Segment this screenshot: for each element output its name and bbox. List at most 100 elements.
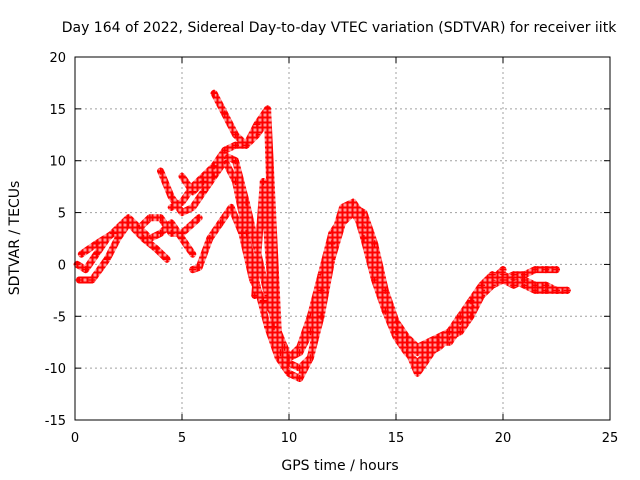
- data-point: [274, 354, 282, 362]
- data-point: [488, 271, 496, 279]
- data-point: [232, 157, 239, 165]
- data-point: [167, 229, 175, 237]
- data-point: [232, 131, 239, 139]
- data-point: [157, 229, 165, 237]
- data-point: [403, 349, 411, 357]
- x-tick-label: 5: [178, 431, 186, 446]
- data-point: [82, 266, 90, 274]
- data-point: [210, 162, 218, 170]
- x-tick-label: 15: [388, 431, 405, 446]
- data-point: [264, 105, 272, 113]
- data-point: [189, 266, 197, 274]
- data-point: [381, 286, 389, 294]
- data-point: [199, 188, 207, 196]
- data-point: [253, 120, 261, 128]
- data-point: [210, 89, 218, 97]
- series-line: [167, 152, 560, 372]
- series-line: [251, 178, 289, 351]
- data-point: [456, 328, 464, 336]
- data-point: [542, 266, 550, 274]
- data-point: [285, 354, 293, 362]
- data-point: [392, 328, 400, 336]
- data-point: [195, 264, 203, 271]
- data-point: [167, 219, 175, 227]
- data-point: [77, 250, 85, 258]
- data-point: [467, 297, 475, 305]
- data-point: [296, 349, 304, 357]
- data-point: [381, 307, 389, 315]
- data-point: [221, 146, 229, 154]
- data-point: [542, 281, 550, 289]
- data-point: [360, 235, 368, 242]
- data-point: [178, 198, 186, 206]
- data-point: [339, 203, 346, 211]
- grid: [75, 57, 610, 420]
- data-point: [296, 364, 304, 372]
- data-point: [217, 219, 224, 227]
- data-point: [446, 328, 453, 336]
- data-point: [227, 203, 235, 211]
- data-point: [125, 219, 132, 227]
- data-point: [413, 359, 421, 367]
- data-point: [413, 349, 421, 357]
- data-point: [75, 276, 83, 284]
- data-point: [531, 281, 539, 289]
- data-point: [306, 354, 314, 362]
- data-series: [73, 89, 571, 382]
- data-point: [178, 229, 186, 237]
- y-axis-label: SDTVAR / TECUs: [7, 181, 23, 296]
- data-point: [157, 214, 165, 222]
- data-point: [285, 369, 293, 377]
- data-point: [531, 266, 539, 274]
- data-point: [553, 266, 560, 274]
- data-point: [510, 281, 518, 289]
- data-point: [467, 312, 475, 320]
- data-point: [270, 323, 278, 331]
- y-tick-label: -10: [45, 362, 66, 377]
- data-point: [259, 297, 267, 305]
- data-point: [210, 172, 218, 180]
- data-point: [163, 255, 171, 263]
- data-point: [242, 198, 250, 206]
- chart-title: Day 164 of 2022, Sidereal Day-to-day VTE…: [62, 20, 617, 36]
- data-point: [296, 375, 304, 382]
- data-point: [221, 110, 229, 118]
- data-point: [206, 235, 214, 242]
- data-point: [146, 214, 154, 222]
- x-tick-label: 10: [281, 431, 298, 446]
- data-point: [349, 198, 357, 206]
- data-point: [189, 188, 197, 196]
- data-point: [238, 229, 246, 237]
- x-tick-label: 0: [71, 431, 79, 446]
- data-point: [88, 276, 96, 284]
- data-point: [403, 338, 411, 346]
- series-track-9: [251, 178, 289, 351]
- data-point: [328, 240, 336, 248]
- x-tick-label: 25: [602, 431, 619, 446]
- series-track-5: [167, 152, 560, 372]
- axis-ticks: 0 5 10 15 20 25 -15 -10 -5 0 5 10 15 20: [45, 51, 619, 446]
- data-point: [264, 323, 272, 331]
- data-point: [157, 167, 165, 175]
- data-point: [189, 203, 197, 211]
- data-point: [110, 229, 117, 237]
- data-point: [167, 203, 175, 211]
- x-axis-label: GPS time / hours: [281, 458, 398, 474]
- data-point: [281, 343, 289, 351]
- data-point: [178, 172, 186, 180]
- data-point: [92, 250, 100, 258]
- data-point: [103, 255, 111, 263]
- data-point: [413, 369, 421, 377]
- data-point: [317, 286, 325, 294]
- data-point: [553, 286, 560, 294]
- data-point: [92, 240, 100, 248]
- series-track-8: [189, 203, 276, 315]
- data-point: [456, 312, 464, 320]
- y-tick-label: 10: [49, 155, 66, 170]
- data-point: [306, 328, 314, 336]
- data-point: [195, 214, 203, 222]
- y-tick-label: 0: [58, 258, 66, 273]
- data-point: [152, 245, 160, 253]
- data-point: [371, 240, 379, 248]
